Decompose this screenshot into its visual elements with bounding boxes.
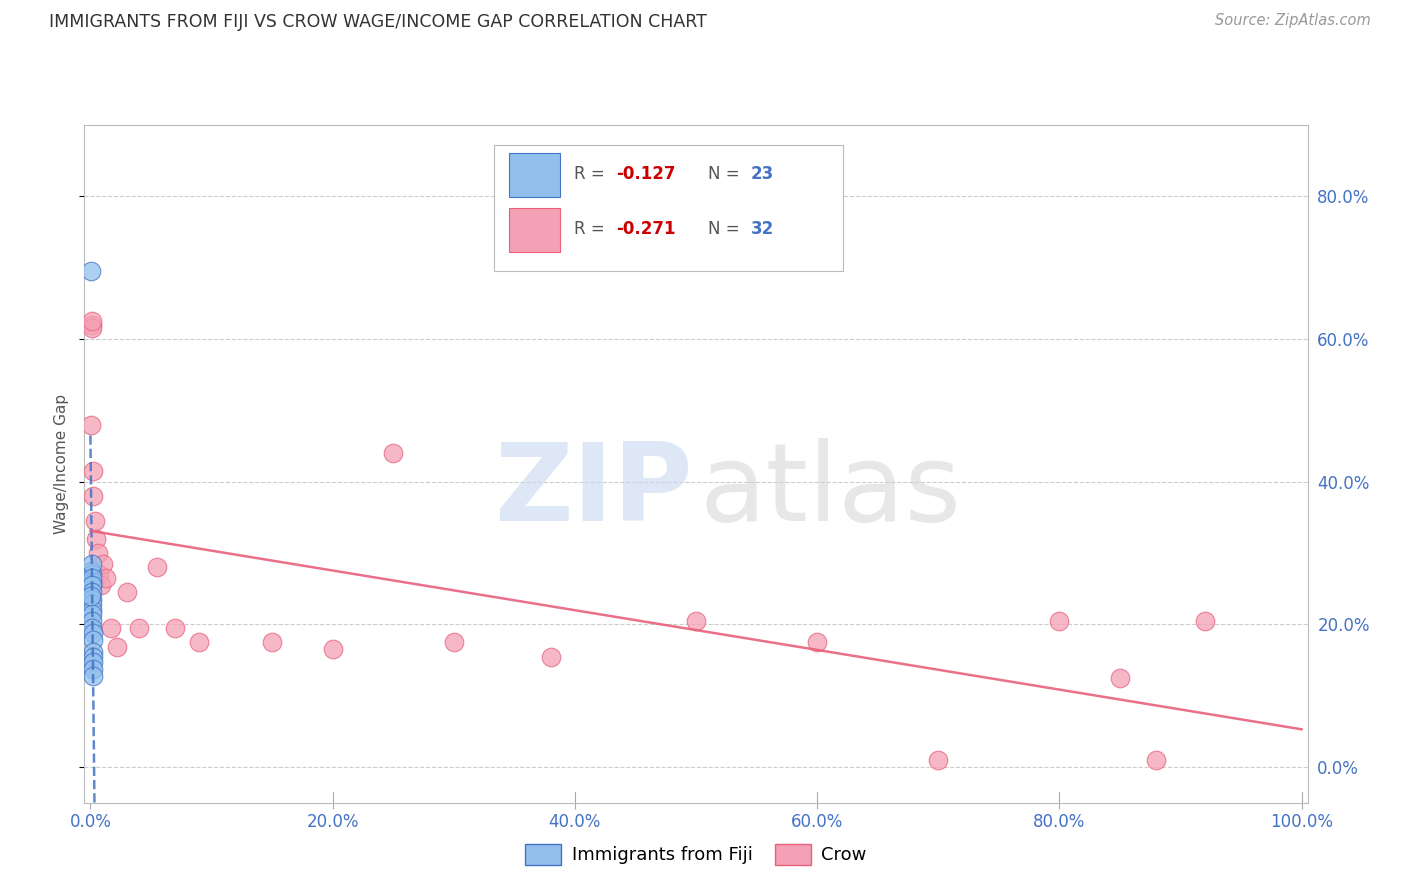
Point: [82, 655, 104, 669]
Point: [80, 578, 103, 592]
Point: [80, 567, 103, 582]
Point: [80, 564, 103, 578]
Point: [80, 264, 103, 278]
Point: [80, 589, 103, 603]
Y-axis label: Wage/Income Gap: Wage/Income Gap: [53, 393, 69, 534]
Bar: [509, 153, 560, 197]
Text: atlas: atlas: [700, 438, 962, 544]
Text: N =: N =: [709, 219, 745, 238]
FancyBboxPatch shape: [494, 145, 842, 270]
Point: [82, 633, 104, 648]
Legend: Immigrants from Fiji, Crow: Immigrants from Fiji, Crow: [517, 837, 875, 871]
Point: [80, 321, 103, 335]
Text: 23: 23: [751, 164, 775, 183]
Point: [1047, 614, 1070, 628]
Point: [86, 546, 108, 560]
Text: -0.271: -0.271: [616, 219, 676, 238]
Text: Source: ZipAtlas.com: Source: ZipAtlas.com: [1215, 13, 1371, 29]
Text: R =: R =: [574, 164, 610, 183]
Point: [82, 621, 104, 635]
Point: [806, 635, 828, 649]
Point: [82, 607, 104, 621]
Point: [82, 314, 104, 328]
Text: 32: 32: [751, 219, 775, 238]
Bar: [509, 209, 560, 252]
Point: [382, 446, 405, 460]
Point: [146, 560, 169, 574]
Point: [165, 621, 187, 635]
Text: -0.127: -0.127: [616, 164, 676, 183]
Text: N =: N =: [709, 164, 745, 183]
Point: [82, 489, 104, 503]
Point: [80, 571, 103, 585]
Point: [82, 585, 104, 599]
Point: [443, 635, 465, 649]
Point: [89, 567, 111, 582]
Point: [80, 557, 103, 571]
Text: R =: R =: [574, 219, 610, 238]
Point: [540, 649, 562, 664]
Point: [188, 635, 211, 649]
Point: [82, 592, 104, 607]
Point: [100, 621, 122, 635]
Point: [90, 578, 112, 592]
Point: [82, 464, 104, 478]
Point: [685, 614, 707, 628]
Point: [84, 532, 107, 546]
Point: [82, 649, 104, 664]
Point: [96, 571, 118, 585]
Point: [262, 635, 284, 649]
Point: [80, 417, 103, 432]
Point: [1144, 753, 1167, 767]
Point: [1194, 614, 1216, 628]
Text: IMMIGRANTS FROM FIJI VS CROW WAGE/INCOME GAP CORRELATION CHART: IMMIGRANTS FROM FIJI VS CROW WAGE/INCOME…: [49, 13, 707, 31]
Point: [927, 753, 949, 767]
Point: [105, 640, 128, 655]
Point: [322, 642, 344, 657]
Point: [91, 557, 114, 571]
Point: [82, 644, 104, 658]
Point: [80, 318, 103, 332]
Text: ZIP: ZIP: [494, 438, 692, 544]
Point: [82, 598, 104, 612]
Point: [82, 669, 104, 683]
Point: [1108, 671, 1130, 685]
Point: [82, 626, 104, 640]
Point: [80, 578, 103, 592]
Point: [80, 574, 103, 589]
Point: [83, 514, 105, 528]
Point: [82, 603, 104, 617]
Point: [82, 662, 104, 676]
Point: [115, 585, 138, 599]
Point: [128, 621, 150, 635]
Point: [82, 614, 104, 628]
